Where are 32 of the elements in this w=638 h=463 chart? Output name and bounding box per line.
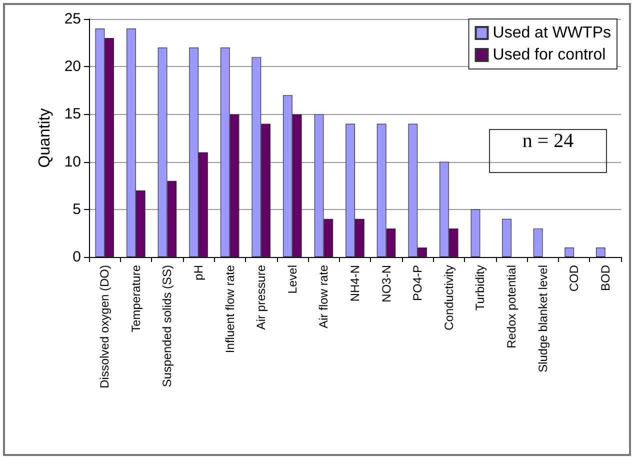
x-tick-label: NO3-N (379, 265, 394, 302)
legend-label: Used at WWTPs (492, 24, 611, 42)
y-tick-label: 15 (64, 106, 81, 123)
x-tick-label: Temperature (128, 264, 143, 332)
x-tick-label: Turbidity (473, 265, 488, 311)
legend-label: Used for control (492, 46, 606, 64)
y-tick-label: 20 (64, 58, 81, 76)
x-tick-label: Redox potential (504, 265, 518, 348)
x-tick-label: COD (567, 264, 582, 292)
y-tick-label: 25 (64, 10, 81, 28)
x-tick-label: BOD (598, 264, 612, 292)
x-tick-label: Influent flow rate (222, 264, 237, 354)
bar (596, 247, 606, 257)
y-tick-label: 0 (72, 248, 81, 266)
y-tick-label: 10 (64, 153, 81, 170)
annotation: n = 24 (489, 129, 607, 173)
y-axis-title: Quantity (36, 108, 54, 168)
x-tick-label: Suspended solids (SS) (160, 265, 174, 388)
bar (502, 218, 512, 257)
bar (470, 209, 480, 257)
x-tick-label: Level (285, 265, 300, 294)
bar (533, 228, 543, 257)
x-tick-label: Conductivity (442, 265, 456, 330)
x-tick-label: Air pressure (254, 264, 268, 330)
x-tick-label: pH (192, 265, 206, 280)
x-tick-label: PO4-P (410, 265, 425, 302)
x-tick-label: NH4-N (348, 265, 362, 302)
bar (564, 247, 574, 257)
x-tick-label: Sludge blanket level (536, 265, 550, 372)
x-tick-label: Dissolved oxygen (DO) (98, 264, 112, 388)
x-tick-label: Air flow rate (316, 264, 331, 328)
y-tick-label: 5 (72, 200, 81, 218)
